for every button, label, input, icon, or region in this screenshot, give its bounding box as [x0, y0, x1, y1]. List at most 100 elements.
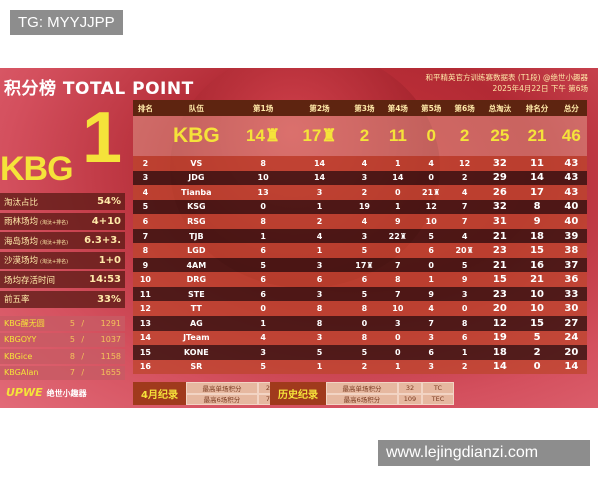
- table-cell: 26: [481, 185, 519, 200]
- table-cell: 5: [291, 345, 348, 360]
- watermark-bottom: www.lejingdianzi.com: [378, 440, 590, 466]
- table-cell: 6: [234, 272, 292, 287]
- table-cell: 12: [414, 199, 448, 215]
- table-cell: 19: [347, 199, 382, 215]
- table-cell: 3: [291, 185, 348, 200]
- table-cell: 0: [381, 345, 415, 360]
- column-header: 第5场: [414, 100, 448, 116]
- table-cell: 31: [481, 214, 519, 229]
- player-kills: 5: [69, 318, 75, 328]
- table-cell: 30: [555, 301, 587, 317]
- table-cell: 10: [518, 286, 556, 302]
- player-kills: 5: [69, 335, 75, 345]
- player-row: KBGice 8 / 1158: [0, 349, 125, 364]
- record-cell: 最高单场积分: [185, 382, 258, 394]
- table-cell: 7: [447, 214, 482, 229]
- player-damage: 1655: [100, 368, 121, 378]
- table-cell: 6: [234, 286, 292, 302]
- stat-name: 雨林场均: [4, 217, 39, 227]
- table-cell: 27: [555, 316, 587, 331]
- table-cell: 6: [234, 243, 292, 258]
- table-cell: 8: [381, 272, 415, 287]
- table-cell: 7: [381, 257, 415, 273]
- header-meta: 和平精英官方训练赛数据表 (T1段) @绝世小趣器 2025年4月22日 下午 …: [426, 72, 588, 94]
- table-row: 2 VS 8 14 4 1 4 12 32 11 43: [133, 156, 587, 171]
- table-cell: 22♜: [381, 228, 415, 244]
- table-cell: 4: [414, 301, 448, 317]
- table-cell: 17: [518, 185, 556, 200]
- table-cell: 15: [481, 272, 519, 287]
- table-cell: 0: [518, 359, 556, 375]
- source-text: 和平精英官方训练赛数据表 (T1段) @绝世小趣器: [425, 73, 588, 82]
- table-row: 4 Tianba 13 3 2 0 21♜ 4 26 17 43: [133, 185, 587, 200]
- table-cell: 9: [133, 257, 158, 273]
- table-cell: 19: [481, 330, 519, 346]
- table-cell: 14: [481, 359, 519, 375]
- player-kills: 8: [69, 351, 75, 361]
- table-cell: 0: [381, 185, 415, 200]
- table-cell: 8: [518, 199, 556, 215]
- player-name: KBGice: [4, 351, 33, 361]
- table-cell: 12: [447, 156, 482, 171]
- table-cell: 3: [291, 286, 348, 302]
- table-cell: 1: [414, 272, 448, 287]
- player-damage: 1291: [100, 318, 121, 328]
- table-cell: 8: [234, 214, 292, 229]
- table-cell: 14: [291, 156, 348, 171]
- table-cell: 15: [518, 243, 556, 258]
- stat-value: 54%: [97, 196, 121, 207]
- record-cell: 最高单场积分: [326, 382, 398, 394]
- table-cell: SR: [157, 359, 235, 375]
- table-cell: 3: [347, 170, 382, 186]
- table-row: 3 JDG 10 14 3 14 0 2 29 14 43: [133, 170, 587, 186]
- table-cell: 15: [133, 345, 158, 360]
- table-cell: 9: [518, 214, 556, 229]
- table-cell: 18: [481, 345, 519, 360]
- table-cell: 13: [234, 185, 292, 200]
- table-cell: 4: [347, 214, 382, 229]
- table-cell: 20: [555, 345, 587, 360]
- stat-value: 14:53: [89, 274, 121, 285]
- stat-row: 沙漠场均 (淘汰+排名) 1+0: [0, 251, 125, 269]
- table-cell: 12: [481, 316, 519, 331]
- table-cell: 0: [347, 316, 382, 331]
- table-cell: 1: [381, 359, 415, 375]
- table-cell: 2: [518, 345, 556, 360]
- record-cell: 最高6场积分: [326, 393, 398, 405]
- table-cell: 21: [481, 228, 519, 244]
- table-cell: 10: [381, 301, 415, 317]
- column-header: 队伍: [157, 100, 235, 116]
- table-cell: 21: [481, 257, 519, 273]
- table-cell: 5: [234, 359, 292, 375]
- table-cell: 5: [518, 330, 556, 346]
- table-cell: 14: [291, 170, 348, 186]
- table-cell: 0: [414, 170, 448, 186]
- column-header: 第2场: [291, 100, 348, 116]
- table-row: 15 KONE 3 5 5 0 6 1 18 2 20: [133, 345, 587, 360]
- table-cell: 9: [447, 272, 482, 287]
- table-cell: 2: [347, 116, 382, 156]
- table-cell: 3: [381, 316, 415, 331]
- table-cell: 11: [133, 286, 158, 302]
- table-cell: 4: [133, 185, 158, 200]
- stat-name: 海岛场均: [4, 236, 39, 247]
- stat-label: 前五率: [4, 293, 32, 305]
- table-cell: 4: [234, 330, 292, 346]
- table-cell: AG: [157, 316, 235, 331]
- table-cell: 1: [291, 199, 348, 215]
- stat-label: 场均存活时间: [4, 274, 57, 286]
- logo-text: 绝世小趣器: [46, 389, 87, 398]
- stat-name: 场均存活时间: [4, 275, 56, 286]
- record-block: 历史纪录 最高单场积分 32 TC 最高6场积分 109 TEC: [270, 382, 454, 405]
- table-cell: 14: [133, 330, 158, 346]
- stat-value: 33%: [97, 293, 121, 305]
- stat-label: 雨林场均 (淘汰+排名): [4, 215, 68, 227]
- table-row: KBG 14♜ 17♜ 2 11 0 2 25 21 46: [133, 116, 587, 156]
- table-cell: 0: [234, 199, 292, 215]
- leader-rank: 1: [82, 98, 123, 178]
- record-label: 历史纪录: [270, 382, 326, 405]
- table-cell: 37: [555, 257, 587, 273]
- table-row: 8 LGD 6 1 5 0 6 20♜ 23 15 38: [133, 243, 587, 258]
- column-header: 总淘汰: [481, 100, 519, 116]
- table-cell: 3: [347, 228, 382, 244]
